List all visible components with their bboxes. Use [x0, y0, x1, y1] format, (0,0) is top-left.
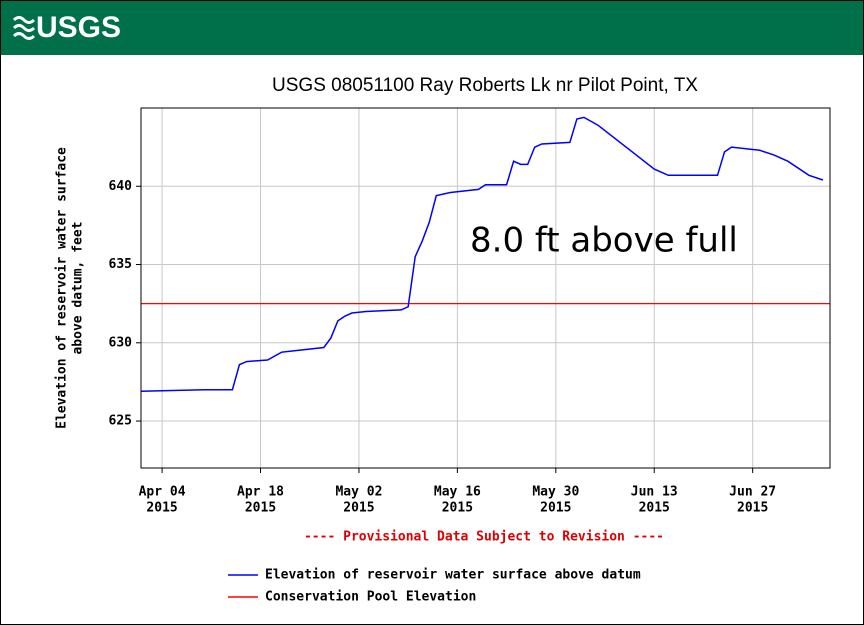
logo: USGS: [36, 11, 121, 44]
x-tick-label: 2015: [343, 501, 374, 516]
y-tick-label: 640: [109, 179, 133, 194]
x-tick-label: 2015: [639, 501, 670, 516]
y-tick-label: 635: [109, 257, 132, 272]
provisional-note: ---- Provisional Data Subject to Revisio…: [304, 530, 664, 545]
x-tick-label: 2015: [442, 501, 473, 516]
legend-label: Elevation of reservoir water surface abo…: [265, 568, 641, 583]
plot-area: [141, 108, 830, 468]
x-tick-label: May 16: [434, 485, 481, 500]
x-tick-label: Apr 18: [237, 485, 284, 500]
x-tick-label: 2015: [146, 501, 177, 516]
x-tick-label: Jun 13: [631, 485, 678, 500]
x-tick-label: 2015: [737, 501, 768, 516]
annotation: 8.0 ft above full: [470, 221, 738, 261]
data-line: [140, 116, 824, 393]
header-bar: [1, 1, 863, 55]
x-tick-label: 2015: [540, 501, 571, 516]
y-tick-label: 630: [109, 335, 133, 350]
y-axis-label: Elevation of reservoir water surface: [55, 147, 70, 429]
x-tick-label: May 02: [335, 485, 382, 500]
y-axis-label: above datum, feet: [71, 221, 86, 354]
x-tick-label: May 30: [532, 485, 579, 500]
chart-title: USGS 08051100 Ray Roberts Lk nr Pilot Po…: [272, 75, 698, 96]
logo-waves: [12, 16, 36, 40]
x-tick-label: 2015: [245, 501, 276, 516]
x-tick-label: Apr 04: [139, 485, 186, 500]
x-tick-label: Jun 27: [729, 485, 776, 500]
plot-border: [140, 107, 831, 469]
y-tick-label: 625: [109, 414, 132, 429]
legend-label: Conservation Pool Elevation: [265, 590, 476, 605]
